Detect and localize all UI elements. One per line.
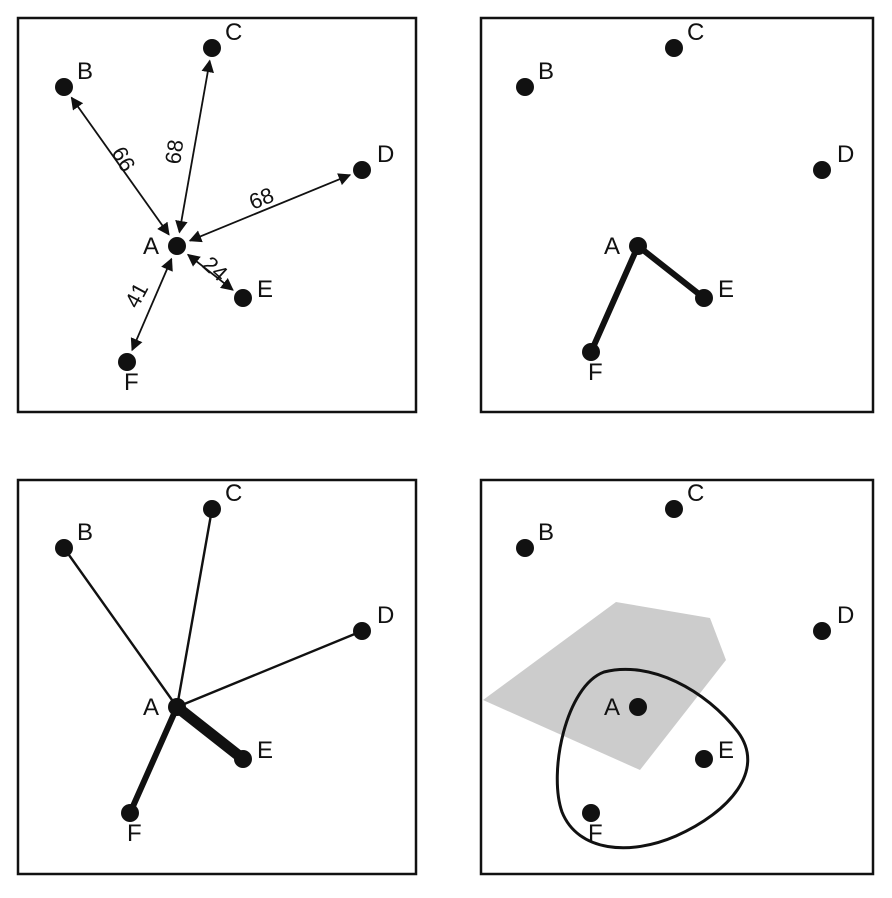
distance-arrow-A-F: [130, 257, 173, 352]
node-label-A: A: [143, 233, 159, 260]
panel-frame: [479, 16, 875, 414]
link-A-D: [175, 629, 364, 709]
node-A: [629, 698, 647, 716]
node-B: [516, 78, 534, 96]
node-label-E: E: [718, 276, 734, 303]
panel-frame: [16, 478, 418, 876]
node-E: [695, 289, 713, 307]
node-label-A: A: [143, 694, 159, 721]
distance-arrow-A-C: [175, 59, 214, 234]
node-label-D: D: [837, 602, 854, 629]
node-C: [203, 500, 221, 518]
distance-arrow-A-E: [187, 253, 234, 291]
shaded-region: [483, 602, 726, 770]
link-A-C: [175, 507, 214, 709]
node-label-E: E: [257, 737, 273, 764]
link-A-E: [171, 701, 249, 765]
node-F: [118, 353, 136, 371]
enclosing-loop: [555, 667, 750, 850]
node-label-B: B: [538, 58, 554, 85]
node-E: [695, 750, 713, 768]
node-F: [121, 804, 139, 822]
node-label-C: C: [225, 19, 242, 46]
link-A-F: [588, 243, 641, 355]
node-A: [168, 698, 186, 716]
panel-bottom-right: A B C D E F: [479, 478, 875, 876]
node-D: [353, 161, 371, 179]
node-E: [234, 750, 252, 768]
distance-arrow-A-D: [188, 173, 352, 243]
node-E: [234, 289, 252, 307]
node-D: [813, 622, 831, 640]
node-label-C: C: [687, 19, 704, 46]
node-C: [203, 39, 221, 57]
link-A-B: [62, 546, 179, 709]
link-A-E: [635, 243, 707, 301]
node-C: [665, 39, 683, 57]
node-label-E: E: [718, 737, 734, 764]
node-label-B: B: [538, 519, 554, 546]
distance-arrow-A-B: [70, 96, 170, 236]
node-label-F: F: [588, 359, 603, 386]
node-A: [168, 237, 186, 255]
node-B: [55, 78, 73, 96]
node-A: [629, 237, 647, 255]
node-label-A: A: [604, 233, 620, 260]
distance-label-A-C: 68: [160, 138, 188, 166]
node-D: [813, 161, 831, 179]
node-label-B: B: [77, 58, 93, 85]
node-label-F: F: [124, 369, 139, 396]
node-label-D: D: [377, 602, 394, 629]
node-label-D: D: [837, 141, 854, 168]
node-D: [353, 622, 371, 640]
panel-top-right: A B C D E F: [479, 16, 875, 414]
node-label-D: D: [377, 141, 394, 168]
panel-bottom-left: A B C D E F: [16, 478, 418, 876]
node-label-C: C: [687, 480, 704, 507]
node-label-A: A: [604, 694, 620, 721]
node-C: [665, 500, 683, 518]
node-label-C: C: [225, 480, 242, 507]
node-B: [55, 539, 73, 557]
node-label-F: F: [127, 820, 142, 847]
node-B: [516, 539, 534, 557]
node-label-F: F: [588, 820, 603, 847]
node-F: [582, 343, 600, 361]
node-label-E: E: [257, 276, 273, 303]
node-label-B: B: [77, 519, 93, 546]
link-A-F: [127, 704, 180, 816]
node-F: [582, 804, 600, 822]
